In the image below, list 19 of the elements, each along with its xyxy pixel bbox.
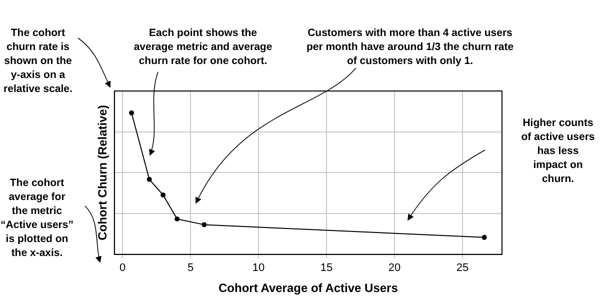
text: Higher counts of active users has less impact on churn. xyxy=(520,116,596,186)
text: Each point shows the average metric and average churn rate for one cohort. xyxy=(132,26,274,68)
text: The cohort churn rate is shown on the y-axis on a relative scale. xyxy=(2,26,74,96)
text: Customers with more than 4 active users per month have around 1/3 the churn rate of customers with only 1. xyxy=(305,26,515,68)
x-tick-label: 20 xyxy=(388,262,401,274)
point xyxy=(129,110,134,116)
text: The cohort average for the metric “Active users” is plotted on the x-axis. xyxy=(0,176,74,260)
point xyxy=(160,192,166,198)
point xyxy=(146,176,152,182)
x-tick-label: 15 xyxy=(320,262,333,274)
x-tick-label: 0 xyxy=(119,262,126,274)
y-axis-title: Cohort Churn (Relative) xyxy=(96,105,110,240)
point xyxy=(482,234,487,240)
point xyxy=(202,222,207,228)
x-tick-label: 5 xyxy=(187,262,194,274)
x-tick-label: 10 xyxy=(252,262,265,274)
x-axis-title: Cohort Average of Active Users xyxy=(218,281,398,296)
x-tick-label: 25 xyxy=(456,262,469,274)
point xyxy=(174,216,180,222)
